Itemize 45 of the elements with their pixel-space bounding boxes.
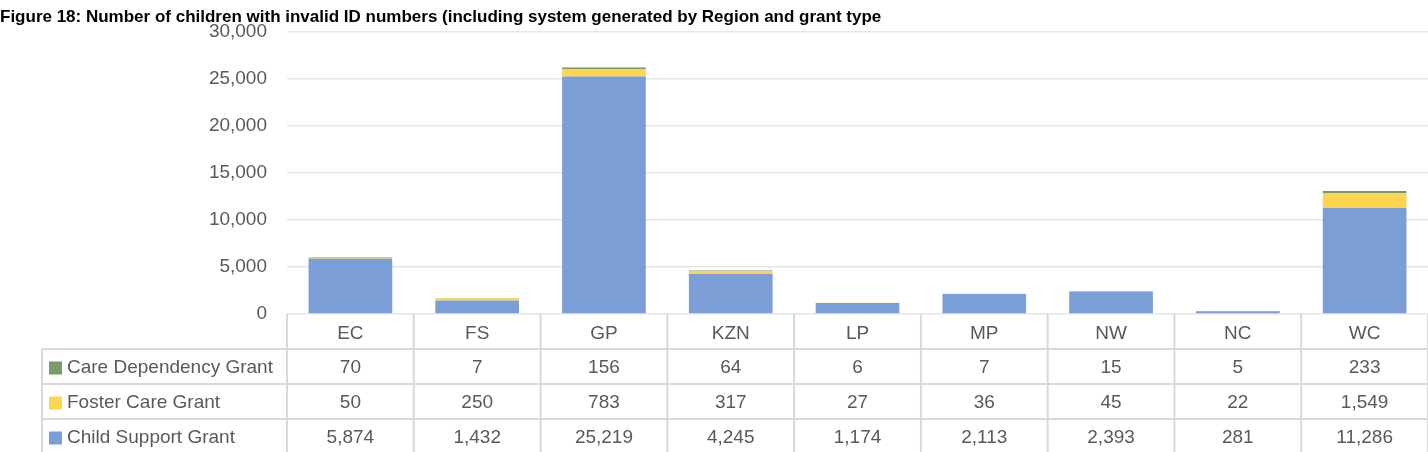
y-tick-label: 10,000 xyxy=(208,208,267,230)
y-tick-label: 15,000 xyxy=(208,160,267,182)
data-label: 45 xyxy=(1100,390,1122,412)
data-label: 7 xyxy=(978,355,990,377)
data-label: 4,245 xyxy=(706,425,755,447)
data-label: 6 xyxy=(852,355,863,377)
data-label: 50 xyxy=(339,390,361,412)
data-label: 317 xyxy=(714,390,747,412)
data-label: 15 xyxy=(1100,355,1122,377)
data-label: 233 xyxy=(1348,355,1381,377)
y-tick-label: 0 xyxy=(256,302,267,324)
data-label: 7 xyxy=(471,355,483,377)
legend-label: Care Dependency Grant xyxy=(67,355,274,377)
x-tick-label: NW xyxy=(1095,321,1127,343)
data-label: 5 xyxy=(1232,355,1244,377)
data-label: 281 xyxy=(1221,425,1254,447)
legend-label: Foster Care Grant xyxy=(67,390,221,412)
data-label: 1,549 xyxy=(1340,390,1389,412)
data-label: 2,393 xyxy=(1087,425,1135,447)
data-label: 5,874 xyxy=(326,425,375,447)
x-tick-label: NC xyxy=(1224,321,1252,343)
data-label: 1,174 xyxy=(833,425,882,447)
data-label: 250 xyxy=(461,390,494,412)
x-tick-label: EC xyxy=(337,321,364,343)
data-label: 2,113 xyxy=(961,425,1008,447)
y-tick-label: 25,000 xyxy=(208,66,267,88)
x-tick-label: KZN xyxy=(711,321,750,343)
x-tick-label: GP xyxy=(590,321,618,343)
data-label: 11,286 xyxy=(1336,425,1393,447)
data-label: 25,219 xyxy=(574,425,634,447)
data-label: 1,432 xyxy=(453,425,501,447)
data-label: 156 xyxy=(588,355,620,377)
data-label: 36 xyxy=(973,390,995,412)
data-label: 783 xyxy=(588,390,620,412)
x-tick-label: WC xyxy=(1348,321,1381,343)
legend-label: Child Support Grant xyxy=(67,425,236,447)
y-tick-label: 5,000 xyxy=(219,255,267,277)
x-tick-label: MP xyxy=(970,321,999,343)
data-label: 70 xyxy=(339,355,361,377)
data-label: 22 xyxy=(1227,390,1249,412)
data-label: 64 xyxy=(720,355,742,377)
y-tick-label: 20,000 xyxy=(208,113,267,135)
x-tick-label: LP xyxy=(845,321,870,343)
x-tick-label: FS xyxy=(465,321,490,343)
data-label: 27 xyxy=(846,390,869,412)
